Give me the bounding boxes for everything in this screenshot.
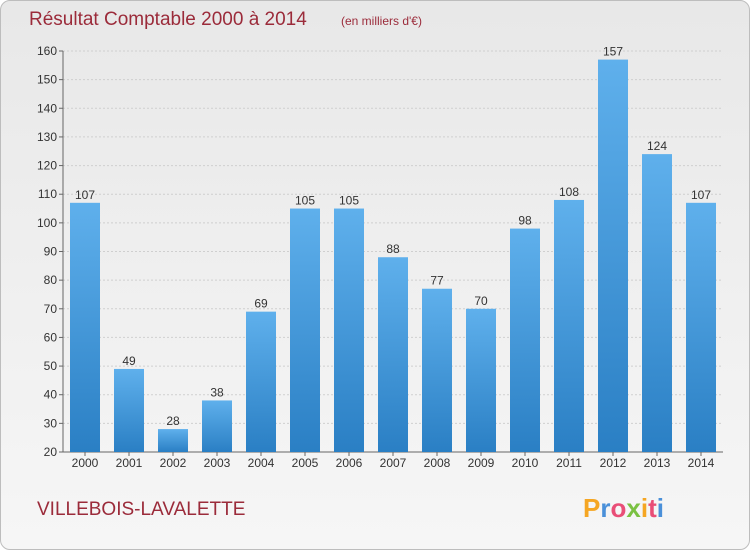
- bar-2002: [158, 429, 188, 452]
- logo-letter: t: [648, 493, 657, 523]
- logo-letter: i: [641, 493, 648, 523]
- chart-subtitle: (en milliers d'€): [341, 14, 422, 28]
- logo-letter: o: [610, 493, 626, 523]
- y-tick-label: 100: [37, 216, 57, 230]
- logo-letter: x: [626, 493, 641, 523]
- x-tick-label-2005: 2005: [292, 456, 319, 470]
- x-tick-label-2011: 2011: [556, 456, 582, 470]
- data-label-2012: 157: [603, 45, 623, 59]
- y-tick-label: 70: [44, 302, 58, 316]
- y-tick-label: 140: [37, 101, 57, 115]
- logo-letter: i: [657, 493, 664, 523]
- x-tick-label-2009: 2009: [468, 456, 495, 470]
- bar-2014: [686, 202, 716, 452]
- y-tick-label: 120: [37, 159, 57, 173]
- y-tick-label: 130: [37, 130, 57, 144]
- grid-layer: [63, 50, 723, 453]
- y-tick-label: 40: [44, 388, 58, 402]
- y-tick-label: 50: [44, 359, 58, 373]
- bar-2001: [114, 368, 144, 452]
- data-label-2013: 124: [647, 139, 667, 153]
- data-label-2002: 28: [166, 414, 180, 428]
- bar-2011: [554, 199, 584, 452]
- y-tick-label: 110: [38, 187, 57, 201]
- y-tick-label: 80: [44, 273, 58, 287]
- bar-2010: [510, 228, 540, 452]
- x-tick-label-2000: 2000: [72, 456, 99, 470]
- bar-2007: [378, 257, 408, 452]
- y-tick-label: 90: [44, 245, 58, 259]
- data-label-2004: 69: [254, 297, 268, 311]
- logo-letter: r: [600, 493, 610, 523]
- proxiti-logo: Proxiti: [583, 493, 664, 523]
- data-label-2005: 105: [295, 194, 315, 208]
- x-tick-label-2004: 2004: [248, 456, 275, 470]
- x-tick-label-2007: 2007: [380, 456, 407, 470]
- chart-title: Résultat Comptable 2000 à 2014: [29, 9, 307, 30]
- y-tick-label: 60: [44, 330, 58, 344]
- bar-2003: [202, 400, 232, 452]
- logo-letter: P: [583, 493, 600, 523]
- bar-2005: [290, 208, 320, 452]
- data-label-2000: 107: [75, 188, 95, 202]
- bar-2000: [70, 202, 100, 452]
- label-layer: 107 49 28 38 69 105 105 88 77 70 98 108 157 124 107: [75, 45, 711, 428]
- bar-layer: [70, 59, 716, 452]
- data-label-2010: 98: [518, 214, 532, 228]
- bar-2004: [246, 311, 276, 452]
- x-tick-label-2002: 2002: [160, 456, 187, 470]
- x-tick-label-2001: 2001: [116, 456, 143, 470]
- bar-2006: [334, 208, 364, 452]
- data-label-2003: 38: [210, 385, 224, 399]
- bar-2009: [466, 308, 496, 452]
- x-tick-label-2013: 2013: [644, 456, 671, 470]
- data-label-2011: 108: [559, 185, 579, 199]
- data-label-2008: 77: [430, 274, 444, 288]
- data-label-2009: 70: [474, 294, 488, 308]
- y-tick-label: 150: [37, 73, 57, 87]
- data-label-2006: 105: [339, 194, 359, 208]
- data-label-2014: 107: [691, 188, 711, 202]
- bar-2013: [642, 154, 672, 452]
- x-tick-label-2010: 2010: [512, 456, 539, 470]
- y-tick-label: 20: [44, 445, 58, 459]
- x-tick-label-2003: 2003: [204, 456, 231, 470]
- x-tick-label-2012: 2012: [600, 456, 627, 470]
- data-label-2001: 49: [122, 354, 136, 368]
- y-tick-label: 30: [44, 416, 58, 430]
- x-tick-label-2014: 2014: [688, 456, 715, 470]
- x-tick-label-2008: 2008: [424, 456, 451, 470]
- y-tick-label: 160: [37, 44, 57, 58]
- data-label-2007: 88: [386, 242, 400, 256]
- bar-2008: [422, 288, 452, 452]
- bar-2012: [598, 59, 628, 452]
- commune-name: VILLEBOIS-LAVALETTE: [37, 499, 245, 520]
- x-tick-label-2006: 2006: [336, 456, 363, 470]
